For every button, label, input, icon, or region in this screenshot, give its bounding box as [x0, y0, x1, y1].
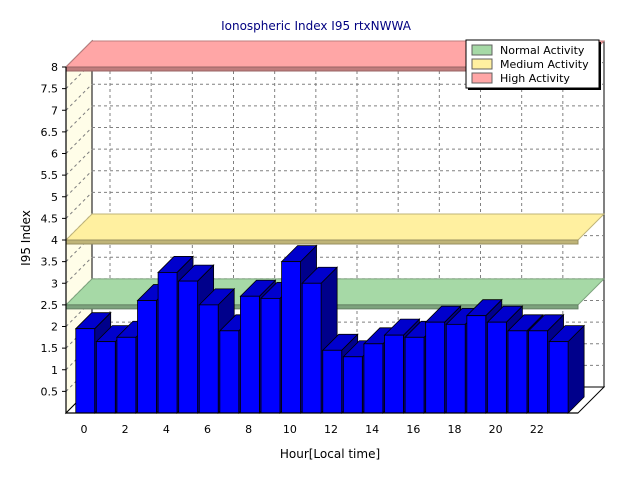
bar-front	[116, 336, 137, 414]
x-tick-label: 14	[365, 423, 379, 436]
x-tick-label: 0	[81, 423, 88, 436]
grid-line-wall	[65, 192, 93, 219]
y-tick-label: 4	[51, 234, 58, 247]
axes: 0.5 1 1.5 2 2.5 3 3.5 4 4.5 5 5.5 6 6.5 7 7.5 8 0 2 4 6 8 10 1…	[41, 61, 578, 436]
legend-swatch	[471, 44, 493, 56]
bar-front	[322, 349, 343, 414]
bar-front	[445, 323, 466, 414]
y-axis-label: I95 Index	[19, 210, 33, 266]
y-tick-label: 7.5	[41, 83, 59, 96]
bar-front	[528, 330, 548, 414]
y-tick-label: 4.5	[41, 212, 59, 225]
bar-front	[342, 356, 363, 414]
bar	[548, 324, 586, 414]
x-tick-label: 20	[489, 423, 503, 436]
bar-front	[219, 330, 240, 414]
grid-line-wall	[65, 127, 93, 154]
bar-front	[384, 334, 404, 414]
legend-label: High Activity	[500, 72, 570, 85]
bar-front	[548, 341, 569, 414]
bar-front	[75, 328, 96, 414]
bar-front	[281, 261, 301, 414]
bar-front	[157, 272, 178, 414]
x-tick-label: 18	[448, 423, 462, 436]
y-tick-label: 1.5	[41, 342, 59, 355]
bar-front	[137, 300, 157, 414]
bar-front	[466, 315, 487, 414]
bar-front	[425, 321, 446, 414]
chart-title: Ionospheric Index I95 rtxNWWA	[221, 19, 412, 33]
x-tick-label: 4	[163, 423, 170, 436]
x-tick-label: 22	[530, 423, 544, 436]
y-tick-label: 6	[51, 148, 58, 161]
y-tick-label: 2	[51, 321, 58, 334]
bar-front	[404, 336, 425, 414]
x-tick-label: 10	[283, 423, 297, 436]
y-tick-label: 1	[51, 364, 58, 377]
grid-line-wall	[65, 148, 93, 176]
band-top	[64, 213, 606, 241]
bar-front	[487, 321, 507, 414]
bar-front	[507, 330, 528, 414]
bar-front	[301, 282, 322, 414]
legend-label: Normal Activity	[500, 44, 585, 57]
bar-front	[198, 304, 219, 414]
bar-front	[95, 341, 116, 414]
bar-front	[240, 295, 260, 414]
grid-line-wall	[65, 105, 93, 133]
band-front	[65, 239, 579, 245]
y-tick-label: 6.5	[41, 126, 59, 139]
bar-front	[260, 297, 281, 414]
x-tick-label: 12	[324, 423, 338, 436]
x-tick-label: 2	[122, 423, 129, 436]
y-tick-label: 3.5	[41, 256, 59, 269]
x-tick-label: 16	[406, 423, 420, 436]
bar-front	[363, 343, 384, 414]
bar-front	[178, 280, 199, 414]
y-tick-label: 2.5	[41, 299, 59, 312]
y-tick-label: 3	[51, 277, 58, 290]
y-tick-label: 7	[51, 104, 58, 117]
grid-line-wall	[65, 83, 93, 111]
legend-swatch	[471, 58, 493, 70]
grid-line-wall	[65, 256, 93, 284]
x-tick-label: 8	[245, 423, 252, 436]
y-tick-label: 0.5	[41, 385, 59, 398]
legend-swatch	[471, 72, 493, 84]
x-axis-label: Hour[Local time]	[280, 447, 380, 461]
legend-label: Medium Activity	[500, 58, 589, 71]
grid-line-wall	[65, 170, 93, 198]
y-tick-label: 5.5	[41, 169, 59, 182]
y-tick-label: 5	[51, 191, 58, 204]
x-tick-label: 6	[204, 423, 211, 436]
bars	[74, 244, 586, 414]
y-tick-label: 8	[51, 61, 58, 74]
